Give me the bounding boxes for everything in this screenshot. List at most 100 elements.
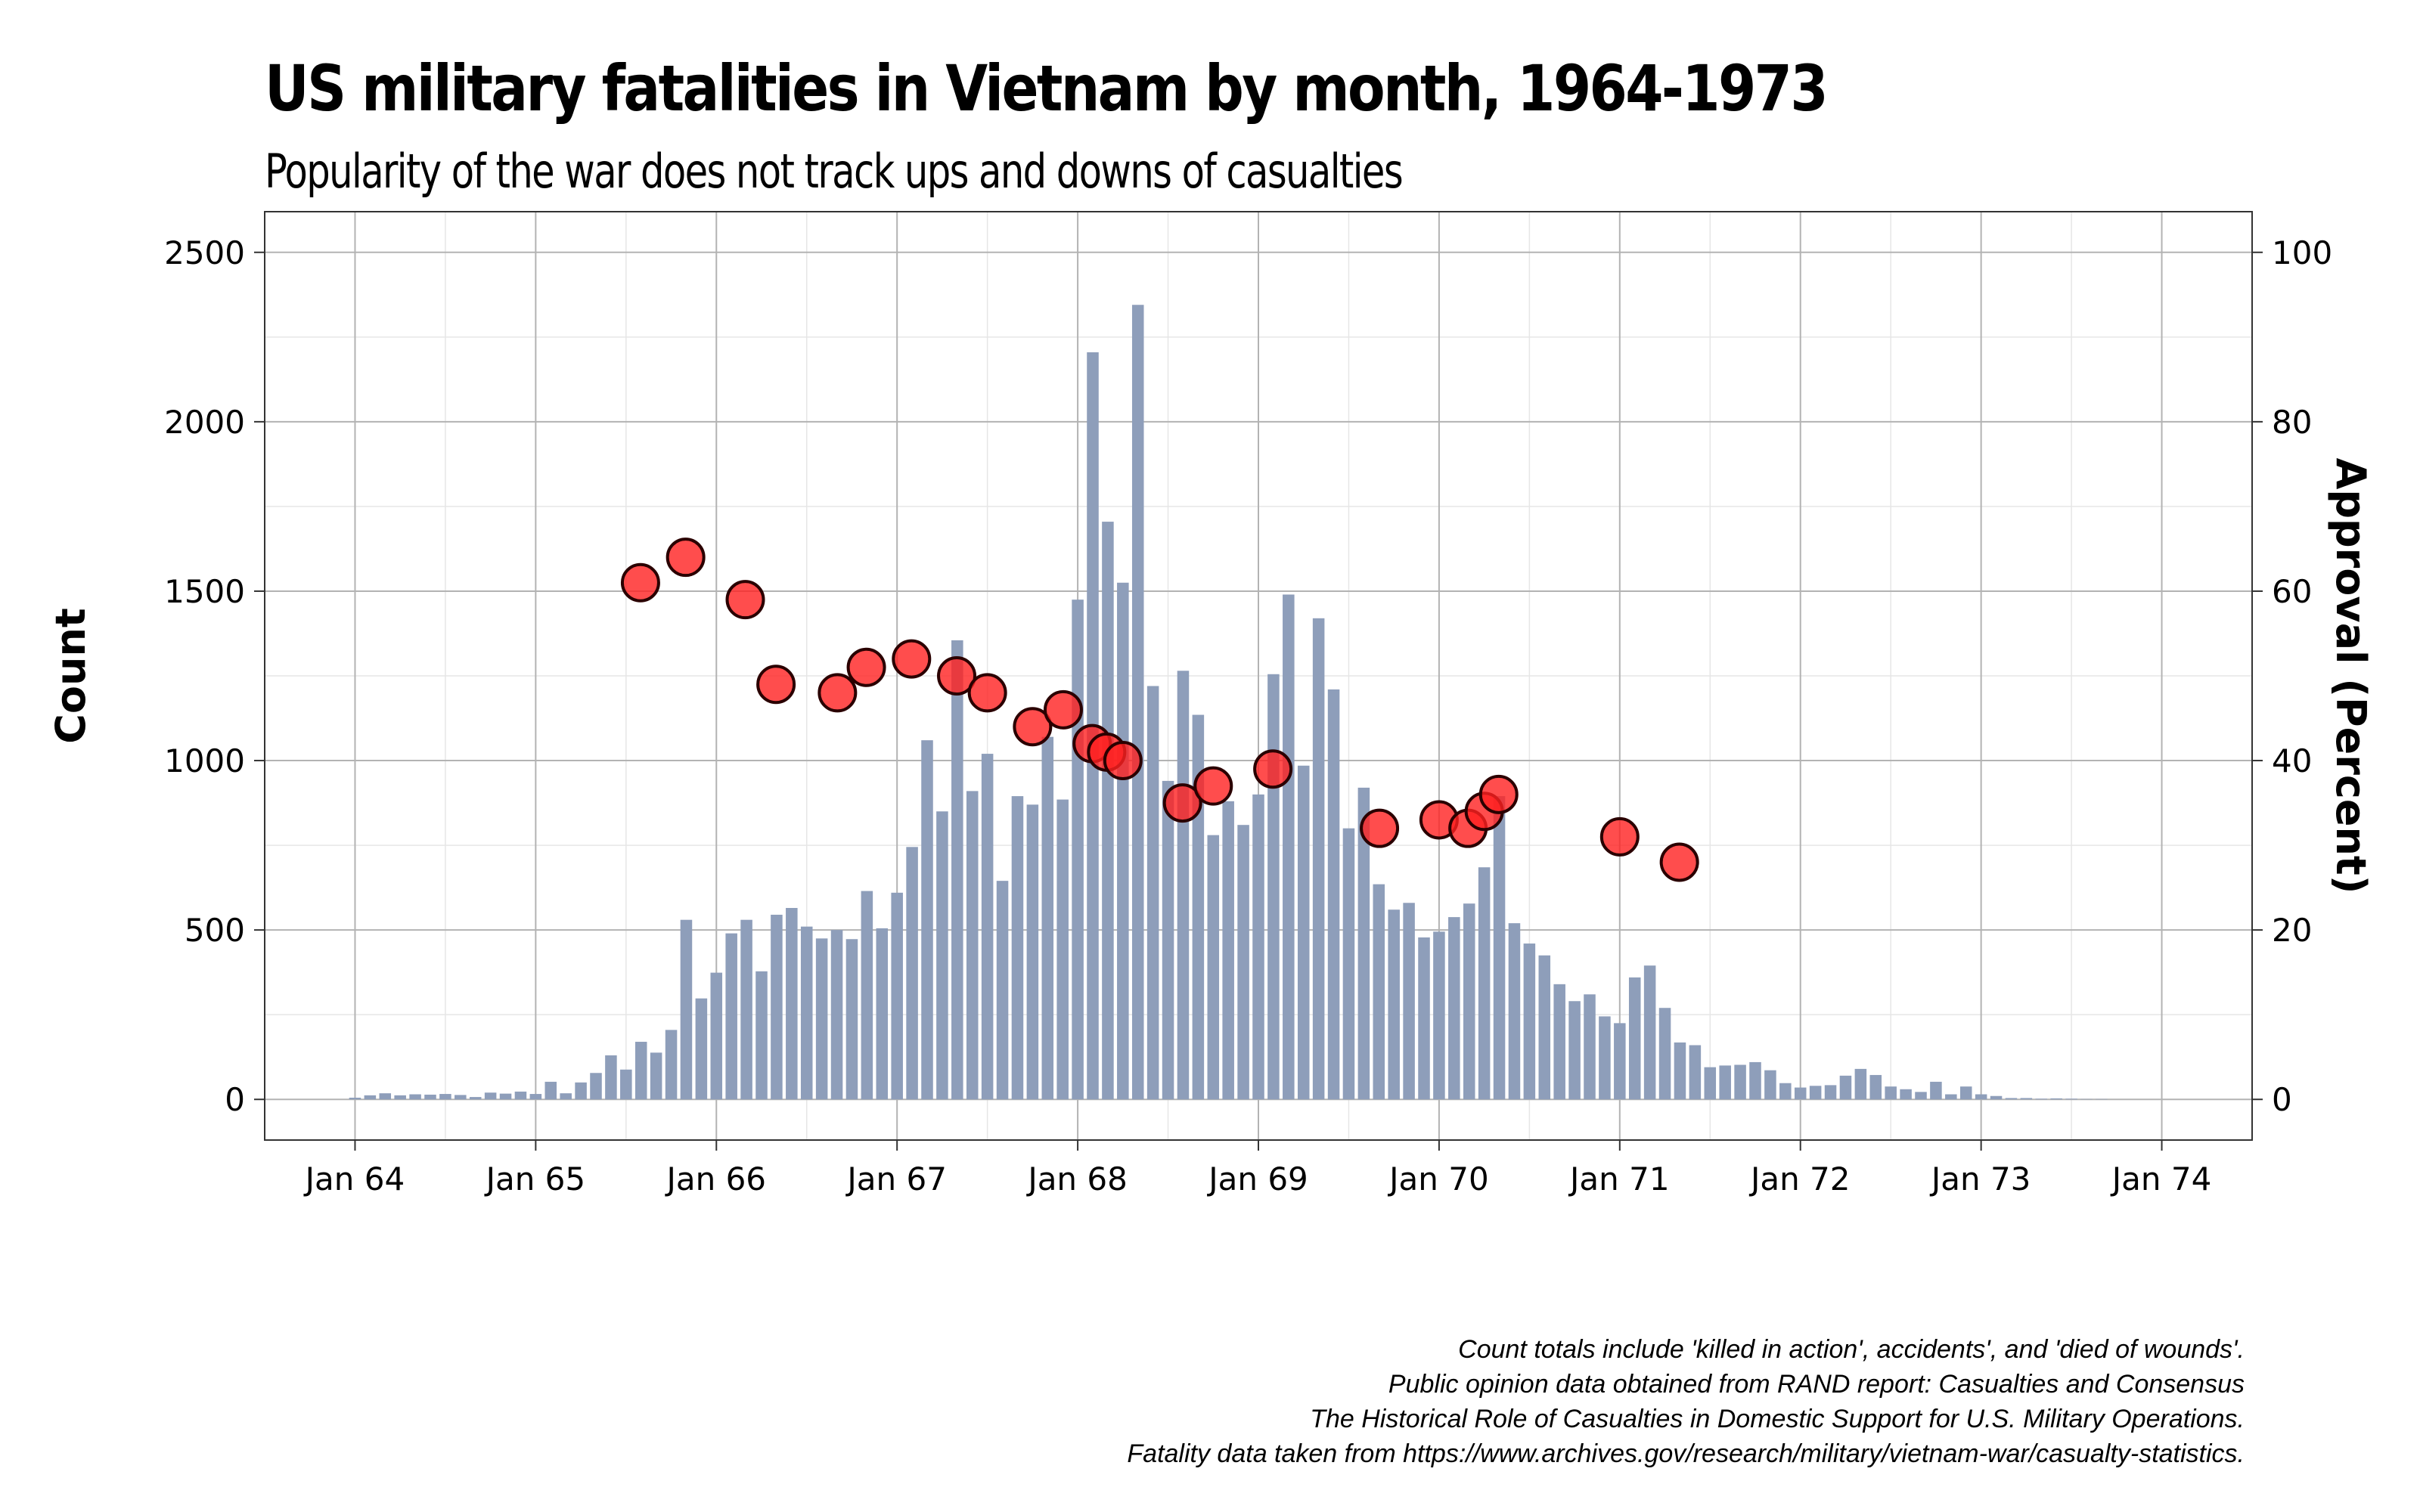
bar — [740, 919, 752, 1100]
bar — [1643, 965, 1656, 1100]
bar — [1312, 618, 1325, 1100]
bar — [996, 881, 1009, 1100]
bar — [1674, 1042, 1686, 1100]
bar — [936, 811, 948, 1100]
caption-line: The Historical Role of Casualties in Dom… — [1310, 1405, 2245, 1433]
bar — [1207, 835, 1220, 1100]
approval-point — [1043, 689, 1083, 730]
y2-tick-label: 20 — [2272, 912, 2312, 949]
bar — [981, 754, 994, 1100]
bar — [830, 930, 843, 1100]
y-tick-label: 2000 — [164, 404, 245, 441]
approval-point — [756, 665, 796, 705]
bar — [771, 914, 783, 1100]
bar — [1327, 689, 1340, 1100]
bar — [424, 1094, 436, 1100]
caption-line: Count totals include 'killed in action',… — [1458, 1335, 2245, 1364]
approval-point — [1253, 749, 1293, 789]
bar — [1448, 917, 1460, 1100]
bar — [1162, 780, 1174, 1100]
bar — [1915, 1092, 1927, 1100]
bar — [1011, 796, 1024, 1100]
bar — [2050, 1098, 2062, 1100]
x-tick-label: Jan 74 — [2110, 1160, 2212, 1198]
approval-point — [666, 538, 706, 578]
y2-tick-label: 40 — [2272, 742, 2312, 779]
bar — [1824, 1085, 1837, 1100]
bar — [514, 1091, 527, 1100]
bar — [1237, 825, 1249, 1100]
approval-point — [725, 580, 765, 620]
approval-series — [620, 538, 1699, 882]
bar — [529, 1094, 542, 1100]
bar — [891, 892, 903, 1100]
bar — [710, 972, 723, 1100]
bar — [1342, 828, 1355, 1100]
bar — [379, 1093, 392, 1100]
y-tick-label: 0 — [225, 1081, 245, 1118]
bar — [2020, 1098, 2033, 1100]
y-axis-title: Count — [47, 608, 95, 743]
bar — [1222, 801, 1234, 1100]
x-tick-label: Jan 71 — [1568, 1160, 1670, 1198]
approval-point — [1162, 783, 1202, 823]
x-tick-label: Jan 70 — [1387, 1160, 1489, 1198]
x-tick-label: Jan 72 — [1748, 1160, 1851, 1198]
bar — [1945, 1094, 1957, 1100]
bar — [1839, 1075, 1852, 1100]
bar — [1538, 955, 1551, 1100]
chart-subtitle: Popularity of the war does not track ups… — [265, 144, 1404, 199]
approval-point — [1599, 816, 1640, 857]
bar — [1553, 984, 1565, 1100]
bar — [590, 1073, 602, 1100]
bar — [680, 919, 693, 1100]
bar — [815, 938, 828, 1100]
approval-point — [620, 562, 660, 603]
bar — [1599, 1016, 1611, 1100]
y2-tick-label: 0 — [2272, 1081, 2292, 1118]
bar — [1373, 884, 1385, 1100]
bar — [1689, 1045, 1702, 1100]
bar — [695, 998, 708, 1100]
approval-point — [1478, 774, 1519, 814]
bar — [469, 1097, 482, 1100]
x-tick-label: Jan 69 — [1206, 1160, 1308, 1198]
bar — [1283, 594, 1295, 1100]
bar — [1252, 794, 1264, 1100]
y2-tick-label: 100 — [2272, 234, 2332, 271]
caption-line: Public opinion data obtained from RAND r… — [1388, 1370, 2245, 1399]
bar — [1704, 1067, 1717, 1100]
bar — [1584, 994, 1596, 1100]
bar — [1267, 674, 1280, 1100]
axis-ticks: Jan 64 Jan 65 Jan 66 Jan 67 Jan 68 Jan 69 Jan … — [164, 234, 2332, 1198]
bar — [1508, 923, 1521, 1100]
approval-point — [967, 673, 1007, 713]
bar — [1433, 931, 1445, 1100]
bar — [1388, 909, 1400, 1100]
bar — [1764, 1070, 1776, 1100]
approval-point — [818, 673, 858, 713]
x-tick-label: Jan 68 — [1025, 1160, 1128, 1198]
chart-title: US military fatalities in Vietnam by mon… — [265, 51, 1829, 125]
bar — [1177, 671, 1190, 1100]
bar — [1854, 1068, 1867, 1100]
approval-point — [1659, 842, 1699, 882]
caption-line: Fatality data taken from https://www.arc… — [1127, 1439, 2245, 1468]
bar — [1975, 1094, 1987, 1100]
x-tick-label: Jan 65 — [484, 1160, 586, 1198]
bar — [499, 1093, 512, 1100]
bar — [1900, 1089, 1912, 1100]
bar — [755, 971, 768, 1100]
bar — [786, 908, 798, 1100]
bar — [634, 1042, 647, 1100]
bar-series — [349, 305, 2108, 1100]
bar — [455, 1095, 467, 1100]
bar — [861, 891, 873, 1100]
bar — [1056, 799, 1069, 1100]
bar — [1990, 1095, 2003, 1100]
bar — [725, 933, 737, 1100]
approval-point — [892, 639, 932, 679]
bar — [1131, 305, 1144, 1100]
bar — [800, 926, 813, 1100]
